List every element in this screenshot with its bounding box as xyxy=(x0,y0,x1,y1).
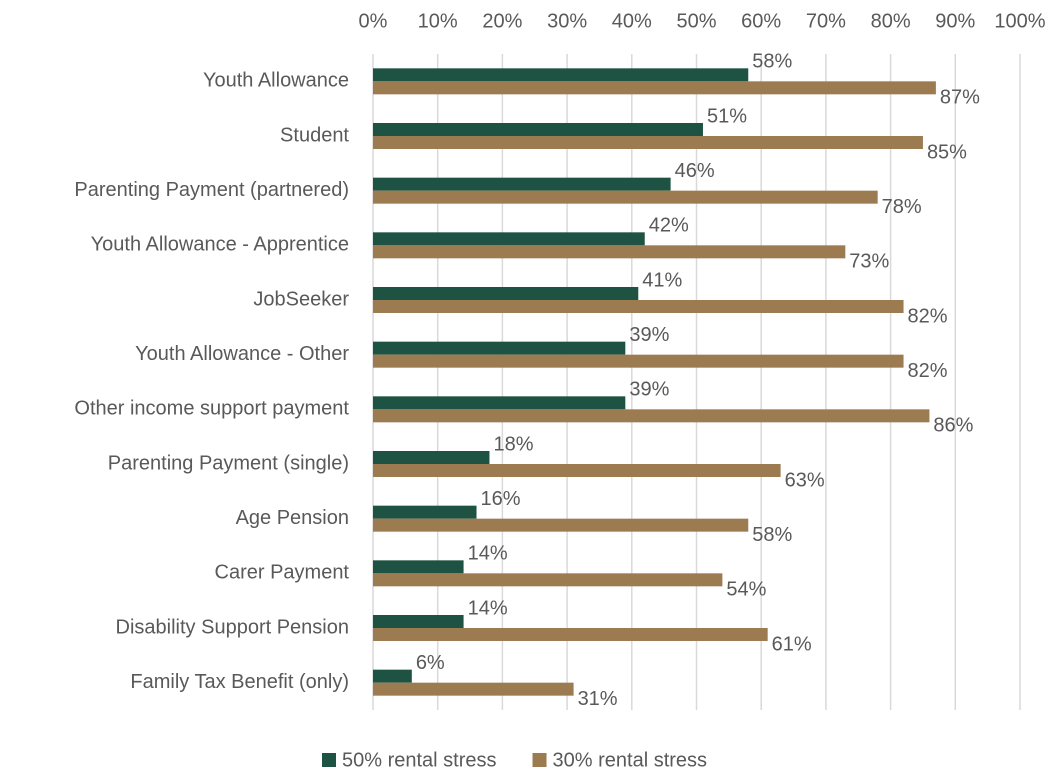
data-label: 82% xyxy=(908,305,948,327)
x-tick-label: 90% xyxy=(935,10,975,32)
legend-swatch xyxy=(532,753,547,767)
bar xyxy=(373,341,626,355)
y-tick-label: Disability Support Pension xyxy=(116,616,349,638)
x-tick-label: 10% xyxy=(418,10,458,32)
data-label: 31% xyxy=(578,688,618,710)
bar xyxy=(373,300,904,313)
data-label: 87% xyxy=(940,87,980,109)
bar xyxy=(373,573,723,587)
data-label: 18% xyxy=(493,433,533,455)
data-label: 63% xyxy=(785,469,825,491)
bar xyxy=(373,409,930,423)
bar xyxy=(373,464,781,477)
bar xyxy=(373,68,749,82)
data-label: 54% xyxy=(726,579,766,601)
x-tick-label: 100% xyxy=(994,10,1045,32)
bar xyxy=(373,505,477,519)
bar xyxy=(373,232,645,246)
data-label: 73% xyxy=(849,251,889,273)
y-tick-label: JobSeeker xyxy=(253,288,349,310)
x-tick-label: 0% xyxy=(359,10,388,32)
bar xyxy=(373,123,703,136)
data-label: 78% xyxy=(882,196,922,218)
y-tick-label: Age Pension xyxy=(236,507,349,529)
x-tick-label: 50% xyxy=(676,10,716,32)
y-tick-label: Youth Allowance - Apprentice xyxy=(91,234,349,256)
bar xyxy=(373,136,923,149)
y-tick-label: Family Tax Benefit (only) xyxy=(130,671,349,693)
x-tick-label: 30% xyxy=(547,10,587,32)
data-label: 42% xyxy=(649,215,689,237)
x-tick-label: 20% xyxy=(482,10,522,32)
bar xyxy=(373,177,671,191)
data-label: 41% xyxy=(642,269,682,291)
bar xyxy=(373,669,412,683)
bar xyxy=(373,190,878,204)
y-tick-label: Other income support payment xyxy=(74,398,349,420)
bar xyxy=(373,451,490,464)
y-tick-label: Youth Allowance xyxy=(203,70,349,92)
data-label: 85% xyxy=(927,141,967,163)
y-tick-label: Student xyxy=(280,124,349,146)
data-label: 39% xyxy=(629,379,669,401)
y-tick-label: Carer Payment xyxy=(215,562,350,584)
bar xyxy=(373,682,574,696)
y-tick-label: Youth Allowance - Other xyxy=(135,343,349,365)
data-label: 14% xyxy=(468,543,508,565)
legend-label: 30% rental stress xyxy=(553,749,708,771)
data-label: 39% xyxy=(629,324,669,346)
data-label: 61% xyxy=(772,633,812,655)
legend-label: 50% rental stress xyxy=(342,749,497,771)
bar xyxy=(373,245,846,259)
data-label: 51% xyxy=(707,105,747,127)
data-label: 6% xyxy=(416,652,445,674)
bar xyxy=(373,396,626,410)
data-label: 58% xyxy=(752,51,792,73)
data-label: 16% xyxy=(481,488,521,510)
bar xyxy=(373,354,904,368)
x-tick-label: 70% xyxy=(806,10,846,32)
bar xyxy=(373,560,464,574)
bar xyxy=(373,81,936,95)
x-tick-label: 40% xyxy=(612,10,652,32)
x-tick-label: 60% xyxy=(741,10,781,32)
bar xyxy=(373,615,464,628)
data-label: 86% xyxy=(933,415,973,437)
data-label: 58% xyxy=(752,524,792,546)
bar xyxy=(373,628,768,641)
y-tick-label: Parenting Payment (partnered) xyxy=(74,179,349,201)
legend-swatch xyxy=(322,753,336,767)
bar xyxy=(373,518,749,532)
data-label: 46% xyxy=(675,160,715,182)
bar xyxy=(373,287,639,300)
x-tick-label: 80% xyxy=(871,10,911,32)
y-tick-label: Parenting Payment (single) xyxy=(108,452,349,474)
data-label: 82% xyxy=(908,360,948,382)
data-label: 14% xyxy=(468,597,508,619)
